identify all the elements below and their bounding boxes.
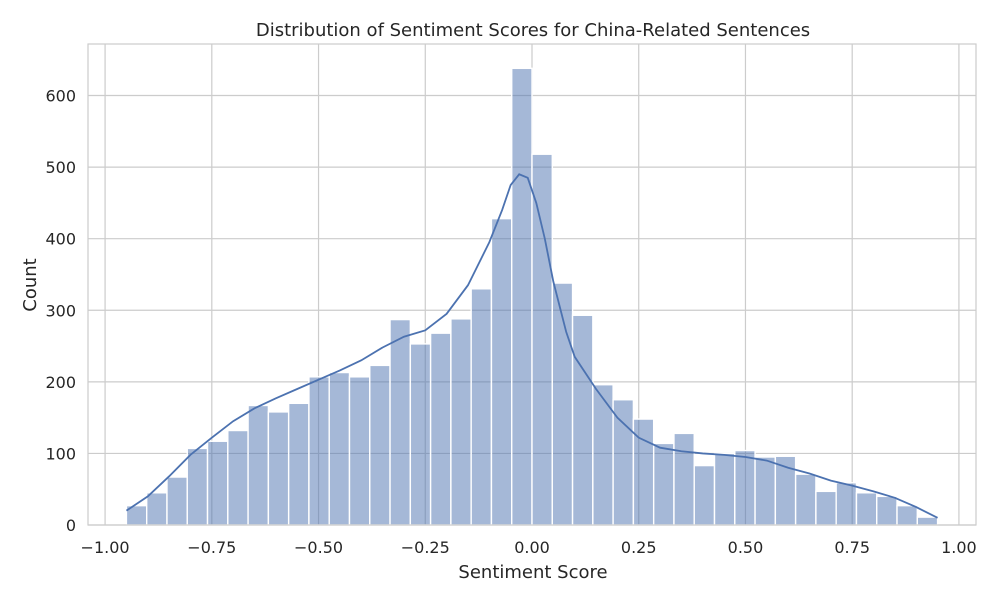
histogram-bar bbox=[612, 399, 635, 526]
histogram-bar bbox=[855, 492, 878, 526]
histogram-bar bbox=[308, 376, 330, 526]
histogram-bar bbox=[490, 217, 513, 526]
histogram-bar bbox=[835, 482, 858, 526]
histogram-bar bbox=[429, 332, 452, 526]
y-tick-label: 0 bbox=[66, 516, 76, 535]
x-axis-ticks: −1.00 −0.75 −0.50 −0.25 0.00 0.25 0.50 0.75 1.00 bbox=[81, 538, 977, 557]
y-tick-label: 300 bbox=[45, 301, 76, 320]
histogram-bar bbox=[389, 318, 412, 526]
histogram-bar bbox=[754, 456, 777, 526]
histogram-bar bbox=[287, 402, 310, 526]
bars-layer bbox=[125, 67, 939, 526]
histogram-bar bbox=[693, 464, 716, 526]
histogram-bar bbox=[206, 440, 229, 526]
histogram-bar bbox=[794, 473, 817, 526]
histogram-bar bbox=[267, 411, 290, 526]
histogram-bar bbox=[247, 404, 270, 526]
histogram-bar bbox=[146, 492, 168, 526]
histogram-bar bbox=[673, 432, 695, 526]
histogram-bar bbox=[166, 476, 188, 526]
histogram-bar bbox=[592, 384, 614, 526]
x-axis-label: Sentiment Score bbox=[458, 562, 607, 583]
histogram-bar bbox=[531, 153, 553, 526]
chart-title: Distribution of Sentiment Scores for Chi… bbox=[256, 20, 810, 41]
x-tick-label: −0.25 bbox=[401, 538, 450, 557]
y-axis-ticks: 0 100 200 300 400 500 600 bbox=[45, 87, 76, 535]
x-tick-label: −1.00 bbox=[81, 538, 130, 557]
y-tick-label: 600 bbox=[45, 87, 76, 106]
x-tick-label: 0.00 bbox=[514, 538, 550, 557]
histogram-bar bbox=[328, 371, 351, 526]
histogram-bar bbox=[713, 452, 736, 526]
histogram-bar bbox=[876, 495, 898, 526]
x-tick-label: −0.50 bbox=[294, 538, 343, 557]
y-tick-label: 200 bbox=[45, 373, 76, 392]
x-tick-label: −0.75 bbox=[187, 538, 236, 557]
x-tick-label: 1.00 bbox=[941, 538, 977, 557]
kde-curve bbox=[125, 173, 938, 519]
x-tick-label: 0.50 bbox=[728, 538, 764, 557]
y-tick-label: 500 bbox=[45, 158, 76, 177]
histogram-bar bbox=[450, 318, 472, 526]
histogram-bar bbox=[470, 288, 493, 526]
x-tick-label: 0.75 bbox=[834, 538, 870, 557]
histogram-bar bbox=[227, 429, 249, 526]
plot-frame bbox=[87, 43, 977, 526]
histogram-bar bbox=[348, 376, 371, 526]
histogram-bar bbox=[815, 490, 837, 526]
histogram-bar bbox=[571, 314, 594, 526]
histogram-bar bbox=[511, 67, 533, 526]
y-tick-label: 400 bbox=[45, 230, 76, 249]
histogram-bar bbox=[916, 516, 939, 526]
x-tick-label: 0.25 bbox=[621, 538, 657, 557]
y-tick-label: 100 bbox=[45, 444, 76, 463]
histogram-bar bbox=[734, 449, 756, 526]
histogram-bar bbox=[652, 442, 675, 526]
histogram-bar bbox=[896, 504, 918, 526]
histogram-bar bbox=[409, 343, 432, 526]
histogram-bar bbox=[369, 364, 391, 526]
histogram-bar bbox=[186, 447, 209, 526]
y-axis-label: Count bbox=[20, 258, 41, 311]
